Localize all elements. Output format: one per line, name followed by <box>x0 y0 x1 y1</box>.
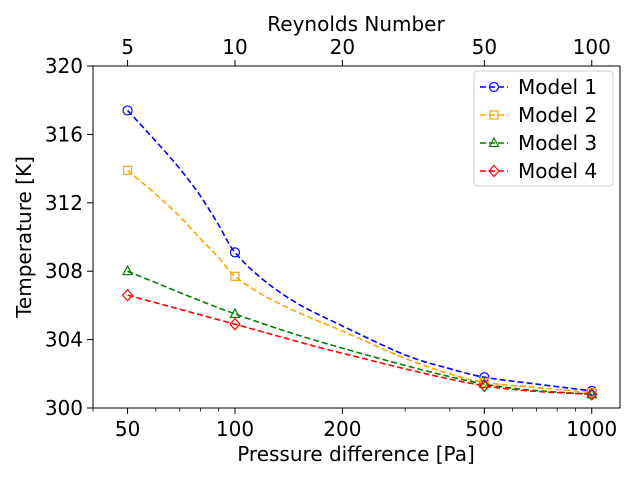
data-point-model-4 <box>121 288 134 302</box>
legend: Model 1 Model 2 Model 3 Model 4 <box>473 70 614 187</box>
top-tick-label: 5 <box>121 35 134 59</box>
x-axis-label: Pressure difference [Pa] <box>237 442 475 466</box>
top-tick-label: 20 <box>330 35 355 59</box>
x-tick-label: 50 <box>115 417 140 441</box>
x-tick-label: 1000 <box>566 417 617 441</box>
data-point-model-1 <box>122 105 133 116</box>
y-axis-label: Temperature [K] <box>12 156 36 319</box>
data-point-model-1 <box>229 247 241 258</box>
data-point-model-1 <box>479 372 490 383</box>
top-axis-label: Reynolds Number <box>267 12 445 36</box>
data-point-model-3 <box>122 264 134 276</box>
legend-items: Model 1 Model 2 Model 3 Model 4 <box>480 75 597 183</box>
x-tick-label: 200 <box>323 417 361 441</box>
series-markers <box>121 105 598 401</box>
legend-label-model-4: Model 4 <box>518 159 597 183</box>
top-tick-label: 10 <box>222 35 247 59</box>
x-tick-label: 100 <box>216 417 254 441</box>
y-tick-label: 312 <box>45 191 83 215</box>
legend-box <box>473 70 614 187</box>
legend-label-model-3: Model 3 <box>518 131 597 155</box>
top-tick-label: 50 <box>472 35 497 59</box>
y-tick-label: 304 <box>45 328 83 352</box>
legend-label-model-1: Model 1 <box>518 75 597 99</box>
y-tick-label: 308 <box>45 259 83 283</box>
legend-marker-model-2 <box>489 110 499 120</box>
y-tick-label: 320 <box>45 54 83 78</box>
data-point-model-4 <box>229 317 241 331</box>
data-point-model-4 <box>585 387 598 401</box>
y-tick-label: 300 <box>45 396 83 420</box>
legend-marker-model-4 <box>488 164 500 178</box>
y-tick-label: 316 <box>45 122 83 146</box>
series-line-model-4 <box>127 294 592 396</box>
data-point-model-3 <box>229 307 241 319</box>
data-point-model-2 <box>230 271 240 281</box>
x-tick-label: 500 <box>465 417 503 441</box>
bottom-axis: 50 100 200 500 1000 <box>92 408 617 441</box>
left-axis: 300 304 308 312 316 320 <box>45 54 93 420</box>
series-line-model-3 <box>127 270 592 396</box>
data-point-model-4 <box>478 379 491 393</box>
legend-label-model-2: Model 2 <box>518 103 597 127</box>
data-point-model-2 <box>122 165 133 175</box>
top-axis: 5 10 20 50 100 <box>121 35 611 66</box>
legend-marker-model-3 <box>488 136 500 148</box>
plot-frame <box>92 65 621 409</box>
series-line-model-2 <box>127 169 592 394</box>
legend-marker-model-1 <box>488 81 500 93</box>
series-line-model-1 <box>126 109 592 392</box>
top-tick-label: 100 <box>573 35 611 59</box>
data-point-model-3 <box>586 388 598 399</box>
